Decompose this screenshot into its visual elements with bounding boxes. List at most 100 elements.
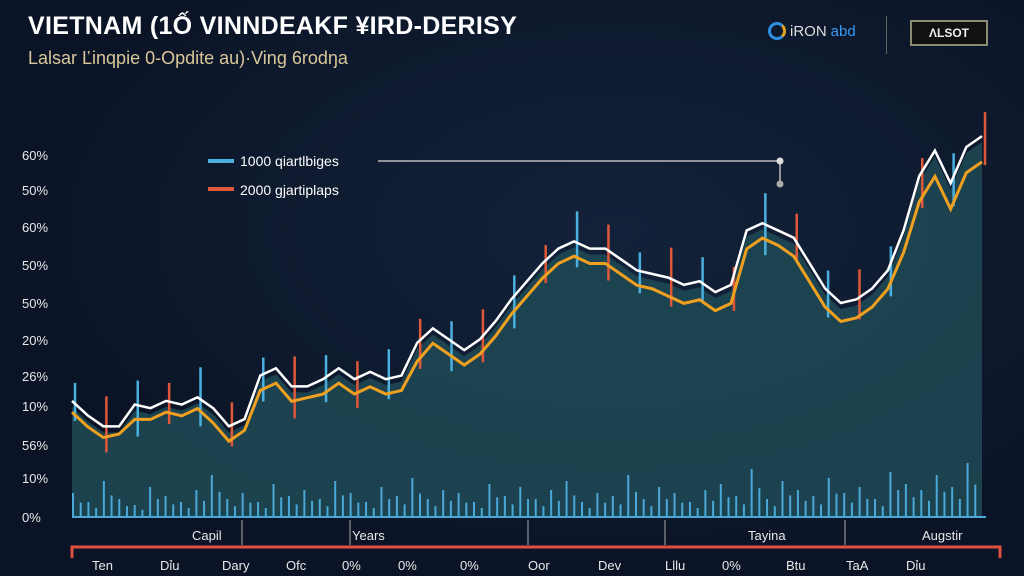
- volume-bar: [110, 495, 113, 517]
- y-tick-label: 26%: [22, 369, 48, 384]
- x-tick-label: Lllu: [665, 558, 685, 573]
- volume-bar: [287, 496, 290, 517]
- volume-bar: [257, 502, 260, 517]
- volume-bar: [835, 493, 838, 517]
- x-tick-label: 0%: [342, 558, 361, 573]
- x-top-label: Years: [352, 528, 385, 543]
- volume-bar: [125, 506, 128, 517]
- volume-bar: [280, 497, 283, 517]
- volume-bar: [696, 508, 699, 517]
- volume-bar: [827, 478, 830, 517]
- volume-bar: [334, 481, 337, 517]
- chart-subtitle: Lalsar Ľinqpie 0-Opdite au)·Ving 6rodŋa: [28, 48, 348, 68]
- volume-bar: [627, 475, 630, 517]
- volume-bar: [712, 500, 715, 517]
- x-tick-label: 0%: [722, 558, 741, 573]
- volume-bar: [465, 502, 468, 517]
- chart-title: VIETNAM (1Ố VINNDEAKF ¥IRD-DERISY: [28, 12, 518, 40]
- volume-bar: [187, 508, 190, 517]
- volume-bar: [928, 500, 931, 517]
- volume-bar: [149, 487, 152, 517]
- volume-bar: [951, 487, 954, 517]
- badge-logo: ΛLSOT: [910, 20, 988, 46]
- volume-bar: [619, 504, 622, 517]
- brand-text-b: abd: [830, 22, 856, 40]
- volume-bar: [473, 502, 476, 517]
- volume-bar: [249, 502, 252, 517]
- volume-bar: [742, 504, 745, 517]
- volume-bar: [897, 490, 900, 517]
- volume-bar: [233, 506, 236, 517]
- x-axis-bracket: [70, 545, 1002, 558]
- x-tick-label: 0%: [460, 558, 479, 573]
- x-top-label: Augstir: [922, 528, 963, 543]
- x-tick-label: Dev: [598, 558, 622, 573]
- volume-bar: [519, 487, 522, 517]
- volume-bar: [588, 508, 591, 517]
- x-tick-label: Oor: [528, 558, 550, 573]
- volume-bar: [966, 463, 969, 517]
- volume-bar: [719, 484, 722, 517]
- brand-g-icon: [768, 22, 786, 40]
- volume-bar: [272, 484, 275, 517]
- volume-bar: [179, 502, 182, 517]
- volume-bar: [403, 504, 406, 517]
- brand-logo: iRON abd: [768, 22, 856, 40]
- volume-bar: [766, 499, 769, 517]
- volume-bar: [426, 499, 429, 517]
- volume-bar: [480, 508, 483, 517]
- volume-bar: [349, 493, 352, 517]
- volume-bar: [326, 506, 329, 517]
- volume-bar: [727, 497, 730, 517]
- x-top-label: Tayina: [748, 528, 786, 543]
- volume-bar: [843, 493, 846, 517]
- volume-bar: [411, 478, 414, 517]
- volume-bar: [735, 496, 738, 517]
- volume-bar: [164, 496, 167, 517]
- volume-bar: [658, 487, 661, 517]
- volume-bar: [704, 490, 707, 517]
- y-tick-label: 60%: [22, 220, 48, 235]
- volume-bar: [156, 499, 159, 517]
- volume-bar: [796, 490, 799, 517]
- volume-bar: [789, 495, 792, 517]
- volume-bar: [303, 490, 306, 517]
- volume-bar: [850, 502, 853, 517]
- volume-bar: [95, 508, 98, 517]
- volume-bar: [889, 472, 892, 517]
- y-tick-label: 20%: [22, 333, 48, 348]
- volume-bar: [604, 502, 607, 517]
- volume-bar: [874, 499, 877, 517]
- volume-bar: [341, 495, 344, 517]
- volume-bar: [311, 500, 314, 517]
- volume-bar: [133, 505, 136, 517]
- y-tick-label: 56%: [22, 438, 48, 453]
- volume-bar: [688, 502, 691, 517]
- header-divider: [886, 16, 887, 54]
- volume-bar: [665, 499, 668, 517]
- volume-bar: [681, 502, 684, 517]
- volume-bar: [580, 502, 583, 517]
- volume-bar: [118, 499, 121, 517]
- volume-bar: [943, 491, 946, 517]
- volume-bar: [365, 502, 368, 517]
- volume-bar: [634, 491, 637, 517]
- volume-bar: [295, 504, 298, 517]
- volume-bar: [804, 500, 807, 517]
- volume-bar: [866, 499, 869, 517]
- volume-bar: [596, 493, 599, 517]
- volume-bar: [357, 502, 360, 517]
- x-tick-label: Dỉu: [906, 558, 926, 573]
- volume-bar: [496, 497, 499, 517]
- volume-bar: [642, 499, 645, 517]
- volume-bar: [172, 504, 175, 517]
- volume-bar: [195, 490, 198, 517]
- annotation-dot: [776, 180, 784, 188]
- volume-bar: [395, 496, 398, 517]
- volume-bar: [141, 509, 144, 517]
- volume-bar: [102, 481, 105, 517]
- x-tick-label: Ten: [92, 558, 113, 573]
- x-tick-label: Dỉu: [160, 558, 180, 573]
- y-tick-label: 50%: [22, 183, 48, 198]
- brand-text-a: iRON: [790, 22, 827, 40]
